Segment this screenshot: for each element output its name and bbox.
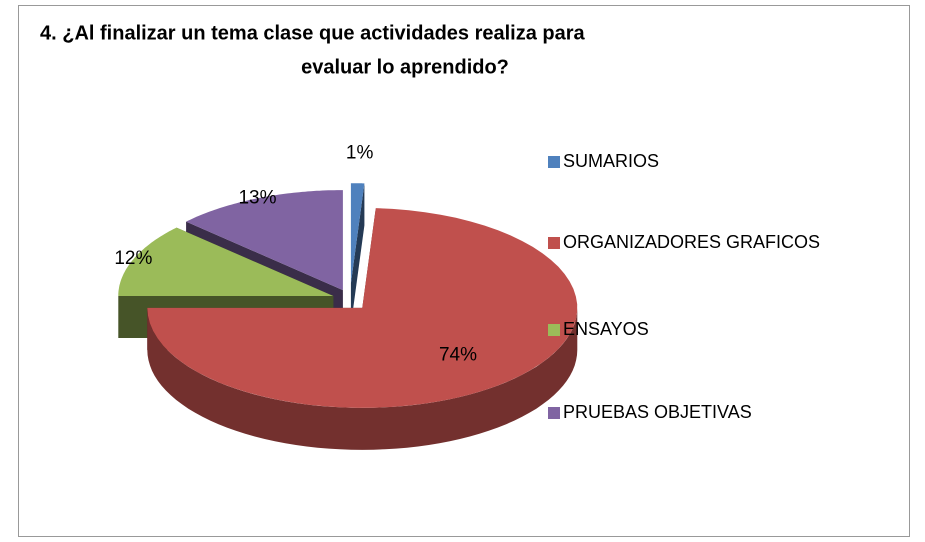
slice-wall [350, 183, 365, 326]
data-label: 74% [439, 344, 477, 365]
legend-label: PRUEBAS OBJETIVAS [563, 402, 752, 422]
legend-swatch [548, 237, 560, 249]
legend-swatch [548, 407, 560, 419]
legend-label: SUMARIOS [563, 151, 659, 171]
slice [118, 227, 334, 296]
slice-side [147, 307, 578, 450]
legend-swatch [548, 324, 560, 336]
legend-label: ORGANIZADORES GRAFICOS [563, 232, 820, 252]
legend-label: ENSAYOS [563, 319, 649, 339]
slice [350, 183, 365, 284]
data-label: 12% [114, 248, 152, 269]
slice [186, 190, 343, 291]
data-label: 13% [238, 187, 276, 208]
chart-title: evaluar lo aprendido? [301, 56, 509, 78]
chart-title: 4. ¿Al finalizar un tema clase que activ… [40, 22, 586, 44]
data-label: 1% [346, 142, 374, 163]
legend-swatch [548, 156, 560, 168]
slice [147, 208, 578, 408]
